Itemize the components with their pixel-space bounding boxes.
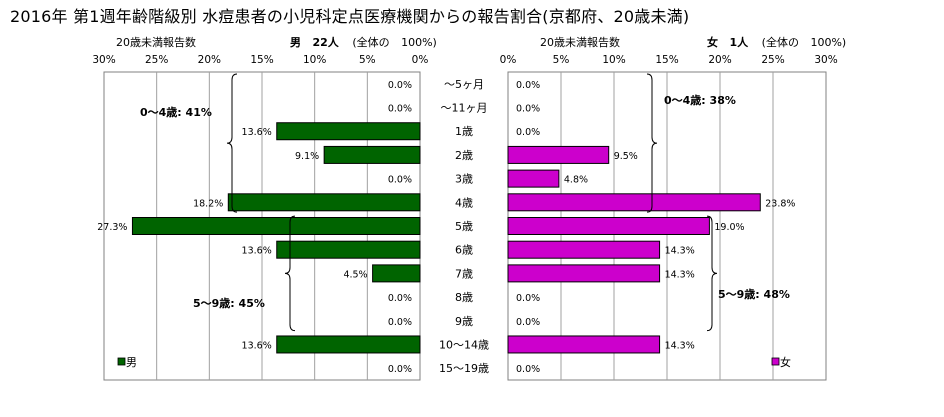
male-tick-label: 30%	[92, 54, 115, 66]
female-bar	[507, 193, 761, 212]
female-header-count: 1人	[729, 36, 749, 49]
male-header-axis-label: 20歳未満報告数	[116, 36, 196, 49]
female-value-label: 14.3%	[665, 340, 695, 351]
female-legend-swatch	[771, 357, 780, 366]
male-value-label: 0.0%	[388, 175, 412, 186]
male-bar	[131, 217, 421, 235]
female-value-label: 0.0%	[516, 317, 540, 328]
chart-title: 2016年 第1週年齢階級別 水痘患者の小児科定点医療機関からの報告割合(京都府…	[10, 7, 690, 26]
female-legend-label: 女	[780, 355, 791, 369]
female-value-label: 9.5%	[614, 151, 638, 162]
male-value-label: 4.5%	[343, 269, 367, 280]
female-tick-label: 20%	[708, 54, 731, 66]
category-label: 5歳	[455, 220, 473, 233]
female-tick-label: 25%	[761, 54, 784, 66]
male-value-label: 27.3%	[97, 222, 127, 233]
male-header-summary: 男 22人 (全体の 100%)	[290, 34, 437, 50]
female-5-9-brace	[706, 215, 718, 332]
female-bar	[507, 240, 661, 259]
female-bar	[507, 264, 661, 283]
female-value-label: 0.0%	[516, 293, 540, 304]
female-tick-label: 15%	[655, 54, 678, 66]
male-bar	[276, 240, 421, 259]
female-value-label: 0.0%	[516, 127, 540, 138]
male-value-label: 0.0%	[388, 293, 412, 304]
female-header-share: (全体の	[761, 36, 799, 49]
female-header-summary: 女 1人 (全体の 100%)	[707, 34, 846, 50]
male-value-label: 0.0%	[388, 364, 412, 375]
male-0-4-annotation: 0～4歳: 41%	[140, 105, 212, 119]
female-tick-label: 30%	[814, 54, 837, 66]
male-value-label: 0.0%	[388, 80, 412, 91]
male-value-label: 13.6%	[242, 127, 272, 138]
male-tick-label: 25%	[145, 54, 168, 66]
male-tick-label: 20%	[198, 54, 221, 66]
category-label: ～11ヶ月	[441, 102, 488, 115]
male-header-sex: 男	[290, 36, 301, 49]
male-header-share: (全体の	[352, 36, 390, 49]
female-tick-label: 0%	[500, 54, 517, 66]
male-value-label: 13.6%	[242, 340, 272, 351]
category-label: ～5ヶ月	[444, 78, 484, 91]
female-bar	[507, 217, 710, 235]
female-0-4-brace	[646, 73, 658, 213]
female-tick-label: 5%	[553, 54, 570, 66]
male-bar	[372, 264, 421, 283]
female-value-label: 0.0%	[516, 364, 540, 375]
female-bar	[507, 169, 560, 188]
female-value-label: 4.8%	[564, 175, 588, 186]
category-label: 8歳	[455, 291, 473, 304]
female-header-share-value: 100%)	[810, 36, 847, 49]
male-tick-label: 10%	[303, 54, 326, 66]
female-5-9-annotation: 5～9歳: 48%	[718, 287, 790, 301]
female-tick-label: 10%	[602, 54, 625, 66]
female-value-label: 0.0%	[516, 80, 540, 91]
category-label: 15～19歳	[439, 362, 489, 375]
male-bar	[227, 193, 421, 212]
male-value-label: 9.1%	[295, 151, 319, 162]
female-header-axis-label: 20歳未満報告数	[540, 36, 620, 49]
male-tick-label: 0%	[412, 54, 429, 66]
male-5-9-annotation: 5～9歳: 45%	[193, 296, 265, 310]
male-value-label: 13.6%	[242, 246, 272, 257]
category-label: 9歳	[455, 315, 473, 328]
female-bar	[507, 145, 610, 164]
male-tick-label: 5%	[359, 54, 376, 66]
female-0-4-annotation: 0～4歳: 38%	[664, 93, 736, 107]
female-value-label: 14.3%	[665, 246, 695, 257]
male-5-9-brace	[284, 215, 296, 332]
category-label: 6歳	[455, 244, 473, 257]
male-tick-label: 15%	[250, 54, 273, 66]
male-legend-swatch	[117, 357, 126, 366]
female-value-label: 0.0%	[516, 104, 540, 115]
male-header-count: 22人	[312, 36, 339, 49]
male-bar	[323, 145, 421, 164]
male-0-4-brace	[226, 73, 238, 213]
male-value-label: 0.0%	[388, 104, 412, 115]
male-value-label: 0.0%	[388, 317, 412, 328]
female-header-sex: 女	[707, 36, 718, 49]
category-label: 2歳	[455, 149, 473, 162]
category-label: 3歳	[455, 173, 473, 186]
female-bar	[507, 335, 661, 354]
category-label: 7歳	[455, 267, 473, 280]
male-legend-label: 男	[126, 356, 137, 369]
male-value-label: 18.2%	[193, 198, 223, 209]
male-bar	[276, 335, 421, 354]
male-header-share-value: 100%)	[401, 36, 437, 49]
category-label: 1歳	[455, 125, 473, 138]
male-bar	[276, 122, 421, 141]
category-label: 4歳	[455, 196, 473, 209]
female-value-label: 23.8%	[765, 198, 795, 209]
category-label: 10～14歳	[439, 338, 489, 351]
female-value-label: 19.0%	[714, 222, 744, 233]
female-value-label: 14.3%	[665, 269, 695, 280]
